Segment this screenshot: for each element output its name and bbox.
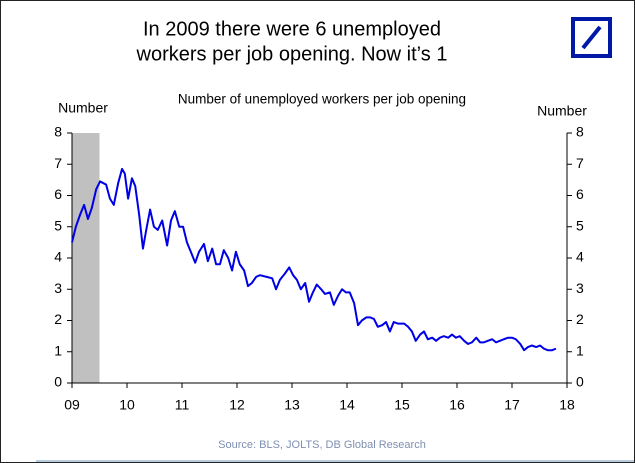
source: Source: BLS, JOLTS, DB Global Research <box>218 439 426 451</box>
y2-tick-label: 3 <box>576 280 584 296</box>
data-line <box>71 167 557 352</box>
y-tick-label: 4 <box>54 249 62 265</box>
y2-tick-label: 0 <box>576 374 584 390</box>
x-tick-label: 10 <box>119 397 135 413</box>
chart-subtitle: Number of unemployed workers per job ope… <box>178 92 466 107</box>
y2-tick-label: 2 <box>576 311 584 327</box>
y2-tick-label: 1 <box>576 342 584 358</box>
x-tick-label: 15 <box>394 397 410 413</box>
y-tick-label: 6 <box>54 186 62 202</box>
y-tick-label: 0 <box>54 374 62 390</box>
x-tick-label: 12 <box>229 397 245 413</box>
y-tick-label: 8 <box>54 124 62 140</box>
y-tick-label: 7 <box>54 155 62 171</box>
y2-tick-label: 7 <box>576 155 584 171</box>
y2-axis-label: Number <box>537 103 587 119</box>
x-tick-label: 11 <box>175 397 190 413</box>
logo <box>571 17 612 58</box>
recession-band <box>72 133 100 383</box>
chart-title: workers per job opening. Now it’s 1 <box>136 43 448 65</box>
y-tick-label: 2 <box>54 311 62 327</box>
chart-title: In 2009 there were 6 unemployed <box>143 18 441 40</box>
y-tick-label: 1 <box>54 342 62 358</box>
y-axis-label: Number <box>58 100 108 116</box>
x-tick-label: 18 <box>559 397 575 413</box>
x-tick-label: 13 <box>284 397 300 413</box>
x-tick-label: 09 <box>64 397 80 413</box>
y2-tick-label: 5 <box>576 217 584 233</box>
x-tick-label: 16 <box>449 397 465 413</box>
y2-tick-label: 8 <box>576 124 584 140</box>
y-tick-label: 5 <box>54 217 62 233</box>
x-tick-label: 17 <box>504 397 520 413</box>
y2-tick-label: 6 <box>576 186 584 202</box>
x-tick-label: 14 <box>339 397 355 413</box>
y-tick-label: 3 <box>54 280 62 296</box>
y2-tick-label: 4 <box>576 249 584 265</box>
